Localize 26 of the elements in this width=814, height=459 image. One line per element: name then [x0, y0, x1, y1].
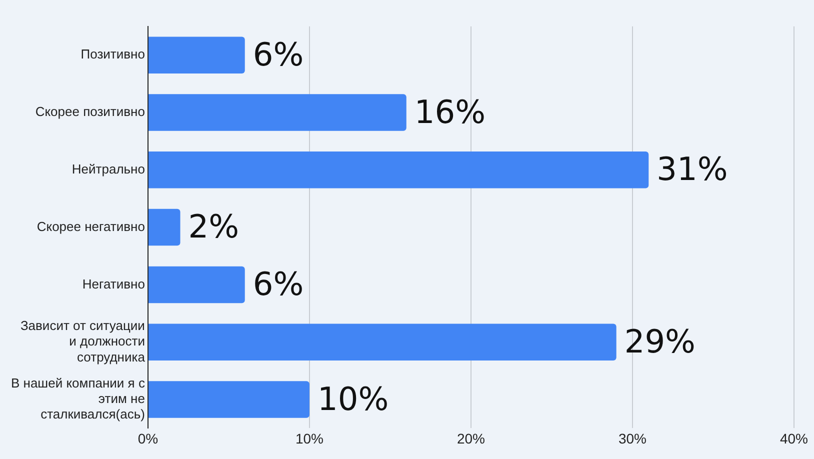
- y-tick-label: Нейтрально: [72, 161, 145, 176]
- data-label: 10%: [317, 380, 389, 418]
- y-tick-label: Позитивно: [80, 46, 145, 62]
- data-label: 16%: [414, 92, 486, 131]
- bar: [148, 381, 310, 418]
- y-tick-label: Скорее позитивно: [35, 104, 145, 120]
- y-tick-label: В нашей компании я с этим не сталкивался(ась): [10, 375, 146, 422]
- x-tick-label: 20%: [456, 430, 485, 446]
- y-tick-label: Скорее негативно: [36, 218, 145, 234]
- x-tick-label: 10%: [295, 430, 324, 446]
- bar: [148, 266, 245, 304]
- bar: [148, 324, 616, 360]
- y-tick-label: Негативно: [82, 276, 145, 292]
- data-label: 2%: [188, 208, 240, 246]
- data-label: 6%: [252, 35, 304, 74]
- bar: [148, 152, 649, 188]
- data-label: 29%: [624, 322, 696, 360]
- x-tick-label: 0%: [138, 430, 158, 446]
- y-tick-label: Зависит от ситуации и должности сотрудника: [20, 318, 146, 364]
- x-tick-label: 30%: [618, 430, 647, 446]
- data-label: 6%: [252, 265, 304, 304]
- bar: [148, 94, 406, 131]
- bar: [148, 36, 245, 74]
- data-label: 31%: [656, 150, 728, 188]
- x-tick-label: 40%: [780, 430, 808, 446]
- bar: [148, 208, 180, 246]
